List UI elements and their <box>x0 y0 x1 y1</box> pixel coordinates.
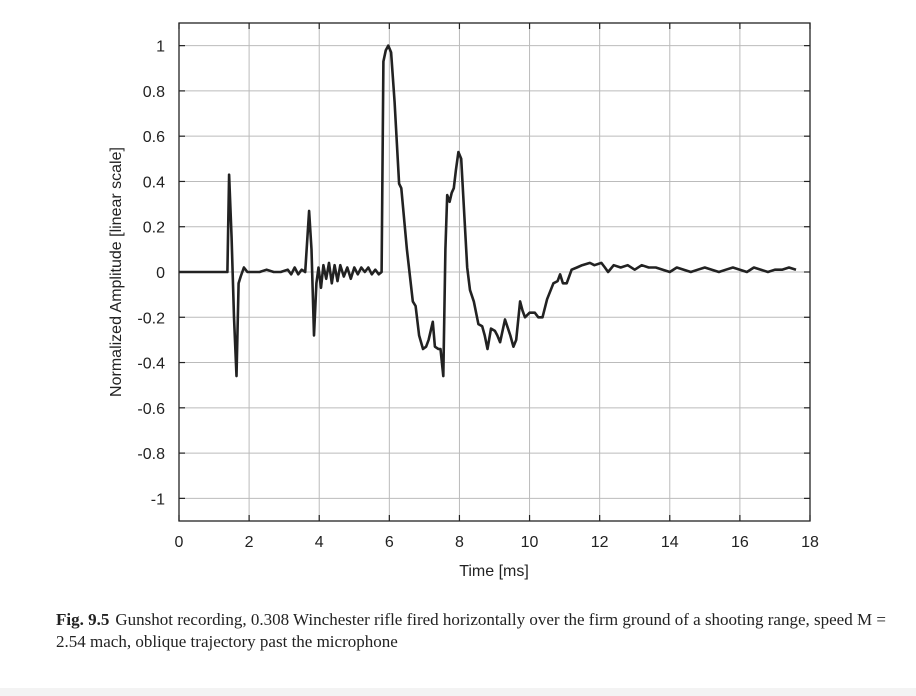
caption-label: Fig. 9.5 <box>56 610 110 629</box>
y-tick-label: -0.2 <box>137 310 165 327</box>
y-tick-label: -1 <box>151 491 165 508</box>
x-tick-label: 16 <box>731 534 749 551</box>
x-axis-label: Time [ms] <box>459 563 529 580</box>
x-tick-label: 14 <box>661 534 679 551</box>
ticks: 0 2 4 6 8 10 12 14 16 18 1 0.8 0.6 0.4 0.2 0 -0.2 -0.4 -0.… <box>137 23 819 551</box>
caption-text: Gunshot recording, 0.308 Winchester rifl… <box>56 610 886 651</box>
grid <box>178 23 811 521</box>
y-tick-label: 0 <box>156 265 165 282</box>
y-tick-label: 0.8 <box>143 84 165 101</box>
x-tick-label: 0 <box>175 534 184 551</box>
x-tick-label: 6 <box>385 534 394 551</box>
y-tick-label: 0.6 <box>143 129 165 146</box>
y-tick-label: 0.4 <box>143 174 165 191</box>
x-tick-label: 10 <box>521 534 539 551</box>
x-tick-label: 4 <box>315 534 324 551</box>
y-tick-label: -0.6 <box>137 401 165 418</box>
y-tick-label: -0.8 <box>137 446 165 463</box>
gunshot-chart: 0 2 4 6 8 10 12 14 16 18 1 0.8 0.6 0.4 0.2 0 -0.2 -0.4 -0.… <box>108 22 819 580</box>
series-line-gunshot <box>179 44 797 378</box>
x-tick-label: 18 <box>801 534 819 551</box>
x-tick-label: 8 <box>455 534 464 551</box>
y-tick-label: -0.4 <box>137 356 165 373</box>
figure-caption: Fig. 9.5 Gunshot recording, 0.308 Winches… <box>56 609 886 653</box>
x-tick-label: 2 <box>245 534 254 551</box>
y-axis-label: Normalized Amplitude [linear scale] <box>108 147 125 397</box>
y-tick-label: 1 <box>156 39 165 56</box>
bottom-band <box>0 688 916 696</box>
y-tick-label: 0.2 <box>143 220 165 237</box>
x-tick-label: 12 <box>591 534 609 551</box>
